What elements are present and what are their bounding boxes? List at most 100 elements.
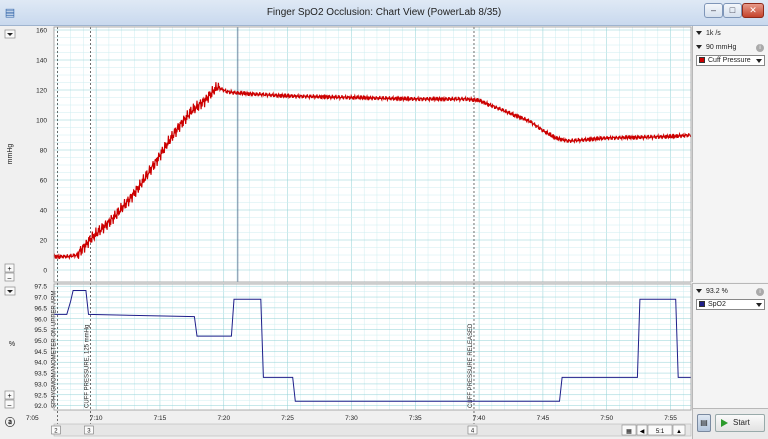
- comment-markers[interactable]: 2 3 4: [51, 425, 478, 435]
- zoom-controls[interactable]: ▦ ◀ 5:1 ▲: [621, 424, 686, 436]
- x-tick-label: 7:20: [217, 415, 230, 422]
- y-tick-label: 95.0: [34, 338, 47, 345]
- scroll-left-button[interactable]: [636, 424, 648, 436]
- x-tick-label: 7:05: [26, 415, 39, 422]
- start-button[interactable]: Start: [715, 414, 765, 432]
- y-tick-label: 94.5: [34, 349, 47, 356]
- y-tick-label: 93.0: [34, 381, 47, 388]
- cuff-unit-label: mmHg: [7, 144, 14, 165]
- close-icon: ✕: [749, 5, 757, 15]
- cuff-plot-frame: [53, 26, 692, 283]
- spo2-y-axis: 92.0 92.5 93.0 93.5 94.0 94.5 95.0 95.5 96.0 96.5…: [34, 284, 47, 410]
- recording-setup-icon[interactable]: ▤: [697, 414, 711, 432]
- x-tick-label: 7:30: [345, 415, 358, 422]
- close-button[interactable]: ✕: [742, 3, 764, 18]
- comment-text: CUFF PRESSURE RELEASED: [468, 323, 474, 408]
- x-tick-label: 7:25: [281, 415, 294, 422]
- comment-marker[interactable]: [84, 425, 94, 435]
- cuff-zoom-in-button[interactable]: +: [4, 263, 15, 273]
- x-tick-label: 7:35: [409, 415, 422, 422]
- info-icon[interactable]: i: [756, 44, 764, 52]
- chevron-down-icon: [756, 59, 762, 63]
- comment-text: SPHYGMOMANOMETER ON UPPER ARM: [51, 291, 57, 408]
- y-tick-label: 95.5: [34, 327, 47, 334]
- spo2-channel-menu-button[interactable]: [4, 286, 16, 296]
- y-tick-label: 97.5: [34, 284, 47, 291]
- grid-icon: ▦: [626, 429, 632, 435]
- x-tick-label: 7:10: [90, 415, 103, 422]
- cuff-value-readout[interactable]: 90 mmHg: [696, 42, 766, 54]
- cuff-zoom-out-button[interactable]: –: [4, 272, 15, 282]
- comment-strip: [53, 423, 692, 437]
- cuff-plot-area[interactable]: [54, 27, 691, 282]
- y-tick-label: 92.5: [34, 392, 47, 399]
- horizontal-compression-label: 5:1: [656, 429, 665, 435]
- maximize-button[interactable]: □: [723, 3, 742, 18]
- zoom-view-button[interactable]: [621, 424, 637, 436]
- chevron-down-icon: [696, 45, 702, 50]
- y-tick-label: 140: [36, 58, 47, 65]
- chevron-left-icon: ◀: [640, 429, 645, 435]
- y-tick-label: 96.0: [34, 316, 47, 323]
- cuff-channel-panel: 1k /s 90 mmHg i Cuff Pressure: [692, 26, 768, 282]
- spo2-grid: [54, 284, 691, 410]
- y-tick-label: 20: [40, 238, 48, 245]
- minimize-icon: –: [710, 5, 716, 15]
- spo2-channel-name: SpO2: [708, 301, 726, 308]
- plus-icon: +: [7, 393, 11, 400]
- spo2-zoom-out-button[interactable]: –: [4, 399, 15, 409]
- chevron-down-icon: [7, 33, 13, 36]
- start-button-label: Start: [733, 418, 750, 427]
- info-icon[interactable]: i: [756, 288, 764, 296]
- spo2-unit-label: %: [9, 341, 15, 348]
- spo2-current-value: 93.2 %: [706, 288, 728, 295]
- chart-view[interactable]: SPHYGMOMANOMETER ON UPPER ARM CUFF PRESSU…: [0, 26, 692, 439]
- comments-layer: SPHYGMOMANOMETER ON UPPER ARM CUFF PRESSU…: [51, 27, 475, 424]
- minimize-button[interactable]: –: [704, 3, 723, 18]
- chevron-down-icon: [7, 290, 13, 293]
- y-tick-label: 92.0: [34, 403, 47, 410]
- y-tick-label: 100: [36, 118, 47, 125]
- play-icon: [721, 419, 728, 427]
- cuff-y-axis: 0 20 40 60 80 100 120 140 160: [36, 28, 47, 275]
- horizontal-compression-select[interactable]: [647, 424, 673, 436]
- spo2-trace: [54, 290, 691, 402]
- color-swatch: [699, 301, 705, 307]
- cuff-channel-select[interactable]: Cuff Pressure: [696, 55, 765, 66]
- x-tick-label: 7:40: [473, 415, 486, 422]
- comment-marker[interactable]: [467, 425, 478, 435]
- minus-icon: –: [8, 402, 12, 409]
- color-swatch: [699, 57, 705, 63]
- cuff-channel-name: Cuff Pressure: [708, 57, 751, 64]
- cuff-grid: [54, 27, 691, 282]
- document-icon[interactable]: ▤: [4, 7, 16, 19]
- x-tick-label: 7:55: [664, 415, 677, 422]
- triangle-up-icon: ▲: [676, 429, 682, 435]
- spo2-value-readout[interactable]: 93.2 %: [696, 286, 766, 298]
- spo2-plot-area[interactable]: [54, 284, 691, 410]
- spo2-channel-panel: 93.2 % i SpO2: [692, 283, 768, 408]
- x-tick-label: 7:45: [537, 415, 550, 422]
- comment-marker[interactable]: [51, 425, 61, 435]
- x-tick-label: 7:15: [154, 415, 167, 422]
- plus-icon: +: [7, 266, 11, 273]
- chevron-down-icon: [696, 31, 702, 36]
- chevron-down-icon: [696, 289, 702, 294]
- sampling-rate-select[interactable]: 1k /s: [696, 28, 766, 40]
- comment-number: 4: [471, 429, 475, 435]
- time-axis: 7:007:057:107:157:207:257:307:357:407:45…: [26, 415, 677, 422]
- maximize-icon: □: [729, 5, 736, 15]
- y-tick-label: 40: [40, 208, 48, 215]
- y-tick-label: 120: [36, 88, 47, 95]
- minus-icon: –: [8, 275, 12, 282]
- cuff-current-value: 90 mmHg: [706, 44, 737, 51]
- compression-menu-button[interactable]: [672, 424, 686, 436]
- chevron-down-icon: [756, 303, 762, 307]
- y-tick-label: 93.5: [34, 371, 47, 378]
- comment-number: 2: [54, 429, 58, 435]
- cuff-channel-menu-button[interactable]: [4, 29, 16, 39]
- cuff-pressure-trace: [53, 82, 692, 261]
- spo2-zoom-in-button[interactable]: +: [4, 390, 15, 400]
- y-tick-label: 160: [36, 28, 47, 35]
- spo2-channel-select[interactable]: SpO2: [696, 299, 765, 310]
